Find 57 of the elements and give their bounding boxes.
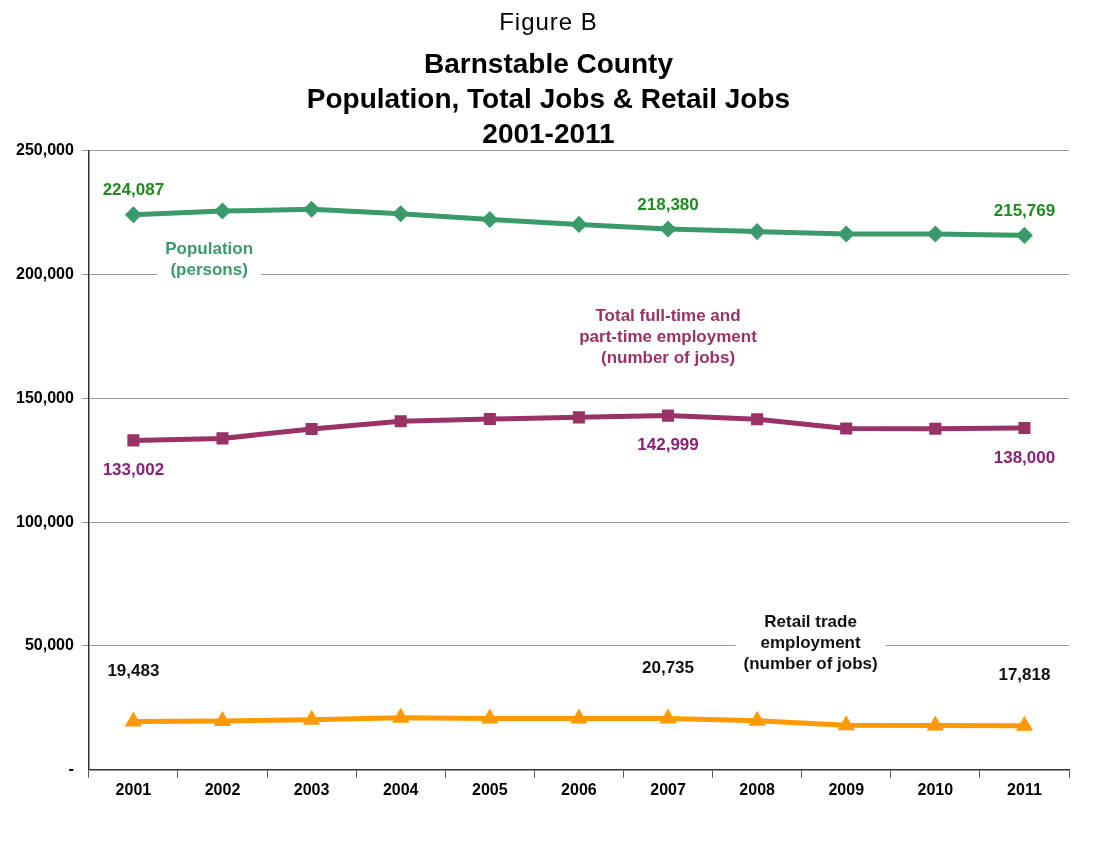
- text: Total full-time and part-time employment (number of jobs): [579, 306, 758, 368]
- x-tick-label: 2009: [828, 780, 865, 798]
- point: [837, 715, 855, 731]
- data-label: 133,002: [102, 460, 165, 480]
- point: [394, 415, 407, 428]
- data-label: 224,087: [102, 180, 165, 200]
- x-tick-label: 2011: [1007, 780, 1042, 798]
- point: [305, 422, 318, 436]
- point: [215, 203, 230, 219]
- x-tick-label: 2007: [650, 780, 686, 798]
- point: [929, 422, 942, 435]
- point: [482, 211, 498, 227]
- point: [216, 432, 229, 445]
- point: [660, 221, 676, 237]
- point: [926, 715, 944, 731]
- x-tick-label: 2006: [561, 780, 597, 798]
- x-tick-label: 2001: [115, 780, 152, 798]
- data-label: 138,000: [993, 447, 1056, 467]
- point: [125, 207, 141, 223]
- point: [572, 411, 585, 424]
- point: [751, 413, 764, 426]
- y-tick-label: 250,000: [15, 141, 74, 159]
- y-tick-label: -: [68, 760, 74, 778]
- point: [127, 434, 140, 447]
- y-tick-label: 200,000: [15, 264, 74, 282]
- point: [749, 224, 765, 240]
- point: [659, 708, 677, 724]
- chart-title: Barnstable County Population, Total Jobs & Retail Jobs 2001-2011: [306, 48, 791, 149]
- x-tick-label: 2010: [917, 780, 954, 798]
- data-label: 19,483: [107, 661, 160, 681]
- x-tick-label: 2005: [472, 780, 508, 798]
- point: [927, 226, 943, 242]
- point: [571, 216, 587, 232]
- y-tick-label: 100,000: [15, 512, 74, 530]
- x-tick-label: 2004: [382, 780, 419, 798]
- point: [214, 711, 231, 727]
- y-tick-label: 50,000: [24, 636, 74, 654]
- point: [483, 413, 496, 426]
- text: Retail trade employment (number of jobs): [743, 612, 878, 674]
- chart-subtitle: Figure B: [498, 8, 599, 37]
- point: [661, 409, 675, 422]
- data-label: 215,769: [993, 201, 1056, 221]
- point: [1016, 227, 1032, 243]
- point: [840, 422, 853, 435]
- x-tick-label: 2003: [293, 780, 330, 798]
- data-label: 142,999: [637, 435, 699, 455]
- x-tick-label: 2002: [204, 780, 241, 798]
- data-label: 218,380: [637, 194, 699, 214]
- point: [393, 206, 409, 222]
- point: [304, 201, 320, 217]
- point: [838, 226, 854, 242]
- y-tick-label: 150,000: [15, 388, 74, 406]
- data-label: 17,818: [998, 665, 1051, 685]
- data-label: 20,735: [642, 658, 695, 678]
- x-tick-label: 2008: [739, 780, 776, 798]
- series-label: Population (persons): [165, 238, 254, 279]
- point: [1018, 421, 1031, 435]
